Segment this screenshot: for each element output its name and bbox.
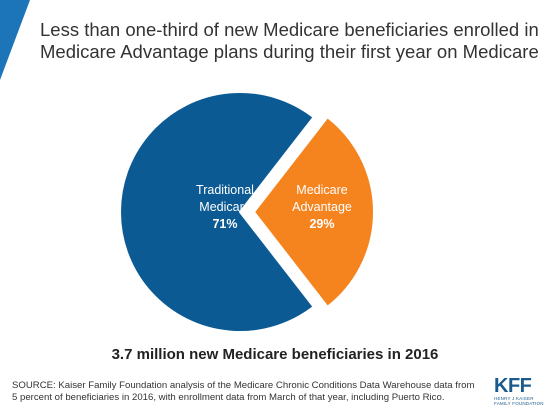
source-note: SOURCE: Kaiser Family Foundation analysi… xyxy=(12,380,475,403)
advantage-value-label: 29% xyxy=(309,217,334,231)
kff-logo: KFF HENRY J KAISER FAMILY FOUNDATION xyxy=(494,376,544,406)
logo-text: KFF xyxy=(494,375,532,397)
traditional-label-line: Medicare xyxy=(199,200,250,214)
chart-title: Less than one-third of new Medicare bene… xyxy=(40,19,539,62)
slice-medicare-advantage xyxy=(252,115,375,309)
chart-subtitle: 3.7 million new Medicare beneficiaries i… xyxy=(111,346,439,363)
slice-traditional-medicare xyxy=(119,91,315,333)
traditional-label-line: Traditional xyxy=(196,183,254,197)
advantage-label-line: Medicare xyxy=(296,183,347,197)
logo-subtext: HENRY J KAISER FAMILY FOUNDATION xyxy=(494,396,544,406)
corner-stripe xyxy=(0,0,30,80)
advantage-label-line: Advantage xyxy=(292,200,352,214)
traditional-value-label: 71% xyxy=(212,217,237,231)
